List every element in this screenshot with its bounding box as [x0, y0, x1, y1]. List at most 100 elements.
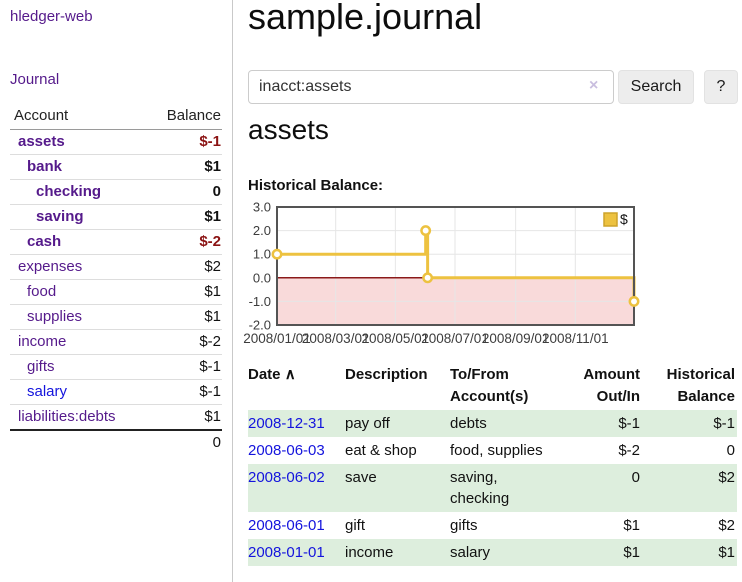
- transaction-accounts: gifts: [450, 517, 478, 534]
- transaction-description: income: [345, 544, 394, 561]
- accounts-total-value: 0: [145, 429, 222, 455]
- historical-balance-chart: 3.0 2.0 1.0 0.0 -1.0 -2.02008/01/012008/03/01…: [243, 200, 640, 346]
- transaction-balance: 0: [726, 442, 735, 459]
- account-row: cash $-2: [10, 229, 222, 255]
- account-row: food $1: [10, 279, 222, 305]
- account-balance: $-1: [145, 354, 222, 380]
- accounts-col-account: Account: [10, 103, 146, 130]
- account-balance: $-1: [145, 379, 222, 405]
- transaction-amount: $-2: [618, 442, 640, 459]
- register-col-amount: Amount Out/In: [583, 366, 640, 405]
- register-col-balance: Historical Balance: [666, 366, 735, 405]
- transaction-date-link[interactable]: 2008-06-03: [248, 442, 325, 459]
- svg-text:0.0: 0.0: [253, 270, 271, 285]
- account-link-cash[interactable]: cash: [27, 233, 62, 250]
- transaction-accounts: saving, checking: [450, 469, 510, 507]
- svg-text:2008/01/01: 2008/01/01: [243, 331, 311, 346]
- account-row: supplies $1: [10, 304, 222, 330]
- account-row: income $-2: [10, 329, 222, 355]
- accounts-total-row: 0: [10, 429, 222, 455]
- transaction-accounts: salary: [450, 544, 491, 561]
- transaction-date-link[interactable]: 2008-06-01: [248, 517, 325, 534]
- account-link-food[interactable]: food: [27, 283, 57, 300]
- account-balance: $1: [145, 404, 222, 431]
- account-link-assets[interactable]: assets: [18, 133, 65, 150]
- account-row: checking 0: [10, 179, 222, 205]
- transaction-description: gift: [345, 517, 366, 534]
- register-col-date[interactable]: Date ∧: [248, 366, 296, 383]
- transaction-amount: 0: [631, 469, 640, 486]
- svg-text:2008/07/01: 2008/07/01: [421, 331, 489, 346]
- transaction-balance: $2: [718, 469, 735, 486]
- account-balance: $-1: [145, 129, 222, 155]
- transaction-balance: $-1: [713, 415, 735, 432]
- register-col-accounts: To/From Account(s): [450, 366, 529, 405]
- transaction-balance: $1: [718, 544, 735, 561]
- account-balance: $1: [145, 279, 222, 305]
- transaction-balance: $2: [718, 517, 735, 534]
- app-brand-link[interactable]: hledger-web: [10, 8, 93, 25]
- account-link-saving[interactable]: saving: [36, 208, 84, 225]
- transaction-accounts: food, supplies: [450, 442, 543, 459]
- clear-search-icon[interactable]: ×: [589, 77, 599, 94]
- account-row: bank $1: [10, 154, 222, 180]
- account-link-supplies[interactable]: supplies: [27, 308, 83, 325]
- svg-text:1.0: 1.0: [253, 247, 271, 262]
- account-heading: assets: [248, 114, 329, 145]
- account-row: liabilities:debts $1: [10, 404, 222, 431]
- account-link-income[interactable]: income: [18, 333, 67, 350]
- account-link-gifts[interactable]: gifts: [27, 358, 55, 375]
- transaction-amount: $1: [623, 544, 640, 561]
- account-row: salary $-1: [10, 379, 222, 405]
- accounts-table: Account Balance assets $-1 bank $1 checking 0…: [10, 103, 222, 455]
- search-button[interactable]: Search: [618, 70, 694, 104]
- search-form: × Search ?: [248, 70, 742, 104]
- legend-label: $: [620, 211, 628, 227]
- register-table-body: 2008-12-31 pay off debts $-1 $-1 2008-06-03 ea…: [248, 410, 737, 566]
- account-balance: $1: [145, 304, 222, 330]
- help-button[interactable]: ?: [704, 70, 738, 104]
- transaction-date-link[interactable]: 2008-06-02: [248, 469, 325, 486]
- svg-text:2008/11/01: 2008/11/01: [542, 331, 609, 346]
- transaction-amount: $-1: [618, 415, 640, 432]
- account-link-salary[interactable]: salary: [27, 383, 68, 400]
- register-row: 2008-01-01 income salary $1 $1: [248, 539, 737, 566]
- account-balance: $1: [145, 204, 222, 230]
- accounts-col-balance: Balance: [145, 103, 222, 130]
- account-link-liabilities-debts[interactable]: liabilities:debts: [18, 408, 116, 425]
- register-col-description: Description: [345, 366, 428, 383]
- accounts-table-body: assets $-1 bank $1 checking 0 saving $1 cash $-2 e…: [10, 129, 222, 455]
- account-balance: $2: [145, 254, 222, 280]
- account-balance: $-2: [145, 229, 222, 255]
- account-balance: 0: [145, 179, 222, 205]
- register-table: Date ∧ Description To/From Account(s) Am…: [248, 362, 737, 566]
- chart-section-label: Historical Balance:: [248, 177, 384, 194]
- main-content: sample.journal × Search ? assets Histori…: [243, 0, 742, 582]
- register-row: 2008-12-31 pay off debts $-1 $-1: [248, 410, 737, 437]
- account-link-expenses[interactable]: expenses: [18, 258, 83, 275]
- sort-ascending-icon: ∧: [284, 366, 296, 383]
- account-link-checking[interactable]: checking: [36, 183, 102, 200]
- transaction-date-link[interactable]: 2008-01-01: [248, 544, 325, 561]
- account-link-bank[interactable]: bank: [27, 158, 63, 175]
- svg-text:-2.0: -2.0: [249, 318, 271, 333]
- account-row: expenses $2: [10, 254, 222, 280]
- account-row: gifts $-1: [10, 354, 222, 380]
- search-input[interactable]: [248, 70, 614, 104]
- account-row: saving $1: [10, 204, 222, 230]
- account-balance: $-2: [145, 329, 222, 355]
- register-row: 2008-06-02 save saving, checking 0 $2: [248, 464, 737, 512]
- svg-text:2008/09/01: 2008/09/01: [482, 331, 550, 346]
- register-row: 2008-06-01 gift gifts $1 $2: [248, 512, 737, 539]
- svg-text:2008/05/01: 2008/05/01: [362, 331, 430, 346]
- svg-text:2.0: 2.0: [253, 223, 271, 238]
- svg-text:3.0: 3.0: [253, 200, 271, 215]
- transaction-amount: $1: [623, 517, 640, 534]
- transaction-description: eat & shop: [345, 442, 417, 459]
- legend-swatch: [603, 212, 618, 227]
- svg-text:2008/03/01: 2008/03/01: [302, 331, 370, 346]
- transaction-accounts: debts: [450, 415, 487, 432]
- transaction-description: pay off: [345, 415, 390, 432]
- sidebar-item-journal[interactable]: Journal: [10, 71, 60, 88]
- transaction-date-link[interactable]: 2008-12-31: [248, 415, 325, 432]
